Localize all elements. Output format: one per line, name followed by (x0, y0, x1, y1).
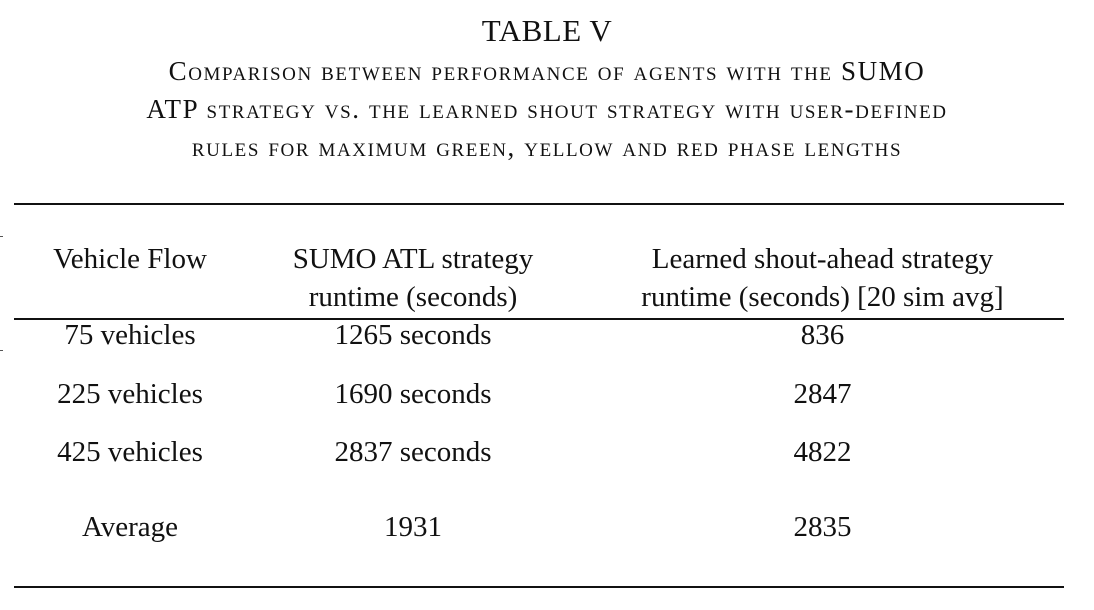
table-label: TABLE V (481, 13, 613, 48)
table-cell: 2835 (793, 511, 852, 543)
table-cell: 2837 seconds (334, 436, 492, 468)
table-cell: 225 vehicles (57, 378, 203, 410)
header-line: Vehicle Flow (53, 243, 207, 275)
table-cell: 1265 seconds (334, 319, 492, 351)
caption-line: ATP strategy vs. the learned shout strat… (146, 94, 948, 124)
table-cell: 836 (800, 319, 845, 351)
table-header-rule (14, 318, 1064, 320)
table-top-rule (14, 203, 1064, 205)
header-line: runtime (seconds) [20 sim avg] (641, 281, 1004, 313)
column-header-learned-runtime: Learned shout-ahead strategy runtime (se… (585, 240, 1060, 316)
column-header-vehicle-flow: Vehicle Flow (20, 240, 240, 278)
table-cell: 1931 (384, 511, 442, 543)
header-line: SUMO ATL strategy (292, 243, 534, 275)
caption-line: Comparison between performance of agents… (168, 56, 926, 86)
table-caption: Comparison between performance of agents… (0, 52, 1094, 166)
header-line: Learned shout-ahead strategy (651, 243, 994, 275)
header-line: runtime (seconds) (308, 281, 518, 313)
page-edge-mark (0, 350, 3, 351)
table-cell: Average (81, 511, 179, 543)
table-cell: 425 vehicles (57, 436, 203, 468)
table-bottom-rule (14, 586, 1064, 588)
column-header-sumo-runtime: SUMO ATL strategy runtime (seconds) (260, 240, 566, 316)
table-cell: 2847 (793, 378, 852, 410)
page-edge-mark (0, 236, 3, 237)
table-cell: 75 vehicles (64, 319, 196, 351)
table-cell: 1690 seconds (334, 378, 492, 410)
caption-line: rules for maximum green, yellow and red … (191, 132, 903, 162)
table-cell: 4822 (793, 436, 852, 468)
